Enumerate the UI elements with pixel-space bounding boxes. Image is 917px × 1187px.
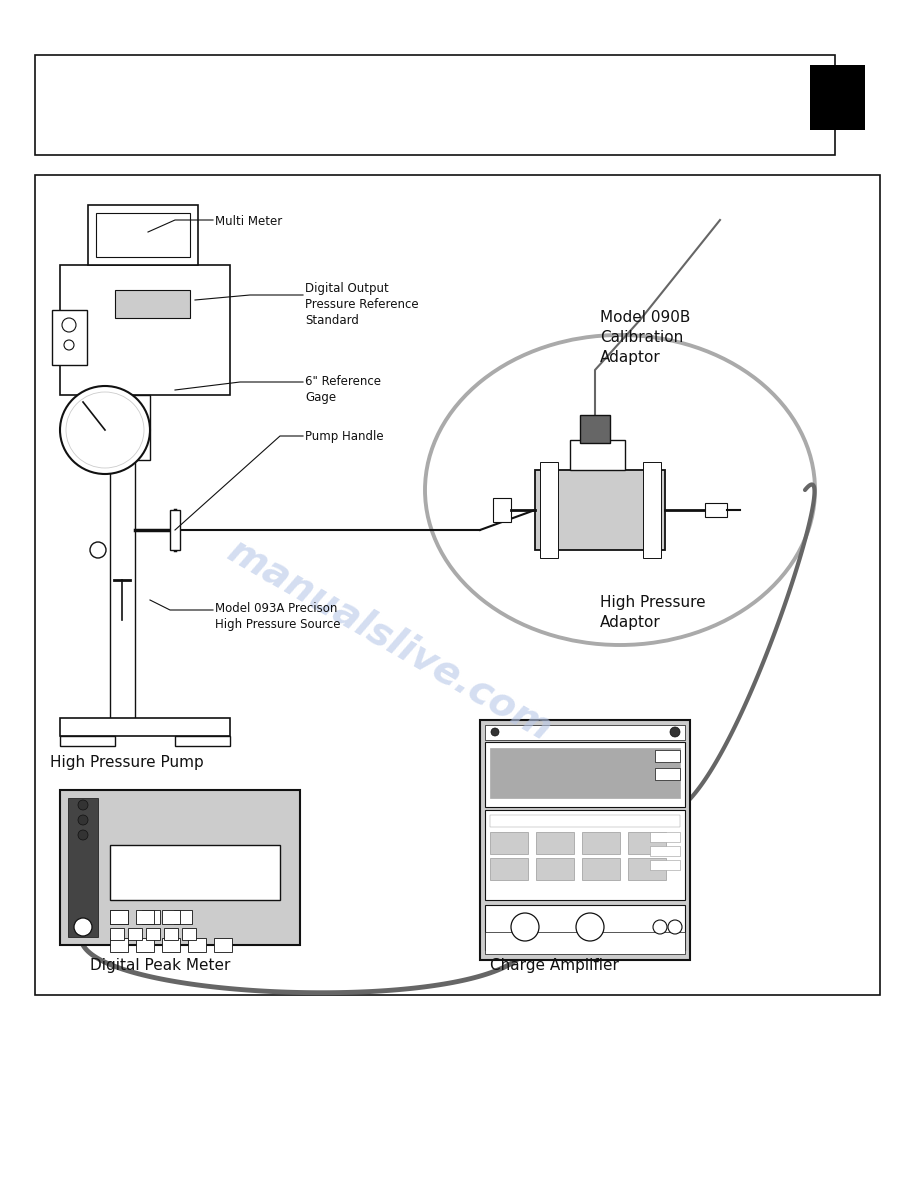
Bar <box>95 395 150 461</box>
Bar <box>188 938 206 952</box>
Circle shape <box>668 920 682 934</box>
Circle shape <box>74 918 92 937</box>
Circle shape <box>576 913 604 941</box>
Bar <box>110 928 124 940</box>
Text: manualslive.com: manualslive.com <box>221 532 559 749</box>
Text: Digital Peak Meter: Digital Peak Meter <box>90 958 230 973</box>
Bar <box>535 470 665 550</box>
Bar <box>115 290 190 318</box>
Ellipse shape <box>425 335 815 645</box>
Bar <box>485 932 685 954</box>
Bar <box>136 938 154 952</box>
Text: Model 093A Precison
High Pressure Source: Model 093A Precison High Pressure Source <box>215 602 340 631</box>
Bar <box>628 832 666 853</box>
Text: Pump Handle: Pump Handle <box>305 430 383 443</box>
Bar <box>650 846 680 856</box>
Bar <box>570 440 625 470</box>
Bar <box>110 910 128 923</box>
Bar <box>164 928 178 940</box>
Bar <box>128 928 142 940</box>
Bar <box>650 861 680 870</box>
Bar <box>146 928 160 940</box>
Text: 6" Reference
Gage: 6" Reference Gage <box>305 375 381 404</box>
Bar <box>142 910 160 923</box>
Bar <box>705 503 727 518</box>
Bar <box>650 832 680 842</box>
Bar <box>540 462 558 558</box>
Bar <box>170 510 180 550</box>
Bar <box>88 205 198 265</box>
Bar <box>485 725 685 740</box>
Bar <box>490 815 680 827</box>
Circle shape <box>62 318 76 332</box>
Circle shape <box>78 800 88 810</box>
Circle shape <box>64 339 74 350</box>
Circle shape <box>653 920 667 934</box>
Bar <box>493 499 511 522</box>
Bar <box>174 910 192 923</box>
Bar <box>35 55 835 155</box>
Circle shape <box>491 728 499 736</box>
Text: High Pressure
Adaptor: High Pressure Adaptor <box>600 595 705 630</box>
Bar <box>628 858 666 880</box>
Bar <box>182 928 196 940</box>
Bar <box>60 718 230 736</box>
Bar <box>490 858 528 880</box>
Bar <box>580 415 610 443</box>
Bar <box>810 65 865 131</box>
Circle shape <box>90 542 106 558</box>
Bar <box>480 721 690 960</box>
Bar <box>655 768 680 780</box>
Bar <box>60 736 115 745</box>
Bar <box>490 748 680 798</box>
Bar <box>60 265 230 395</box>
Text: High Pressure Pump: High Pressure Pump <box>50 755 204 770</box>
Bar <box>582 858 620 880</box>
Bar <box>96 212 190 258</box>
Bar <box>162 938 180 952</box>
Text: Model 090B
Calibration
Adaptor: Model 090B Calibration Adaptor <box>600 310 691 364</box>
Bar <box>582 832 620 853</box>
Bar <box>485 810 685 900</box>
Bar <box>110 461 135 721</box>
Bar <box>136 910 154 923</box>
Bar <box>162 910 180 923</box>
Circle shape <box>670 726 680 737</box>
Bar <box>60 791 300 945</box>
Bar <box>655 750 680 762</box>
Bar <box>110 910 128 923</box>
Bar <box>175 736 230 745</box>
Bar <box>110 845 280 900</box>
Bar <box>110 938 128 952</box>
Text: Multi Meter: Multi Meter <box>215 215 282 228</box>
Bar <box>485 904 685 950</box>
Text: Charge Amplifier: Charge Amplifier <box>490 958 619 973</box>
Bar <box>485 742 685 807</box>
Bar <box>68 798 98 937</box>
Ellipse shape <box>60 386 150 474</box>
Bar <box>214 938 232 952</box>
Bar <box>52 310 87 364</box>
Circle shape <box>511 913 539 941</box>
Circle shape <box>78 815 88 825</box>
Bar <box>490 832 528 853</box>
Bar <box>536 858 574 880</box>
Ellipse shape <box>66 392 144 468</box>
Bar <box>35 174 880 995</box>
Bar <box>643 462 661 558</box>
Text: Digital Output
Pressure Reference
Standard: Digital Output Pressure Reference Standa… <box>305 283 419 326</box>
Bar <box>536 832 574 853</box>
Circle shape <box>78 830 88 840</box>
